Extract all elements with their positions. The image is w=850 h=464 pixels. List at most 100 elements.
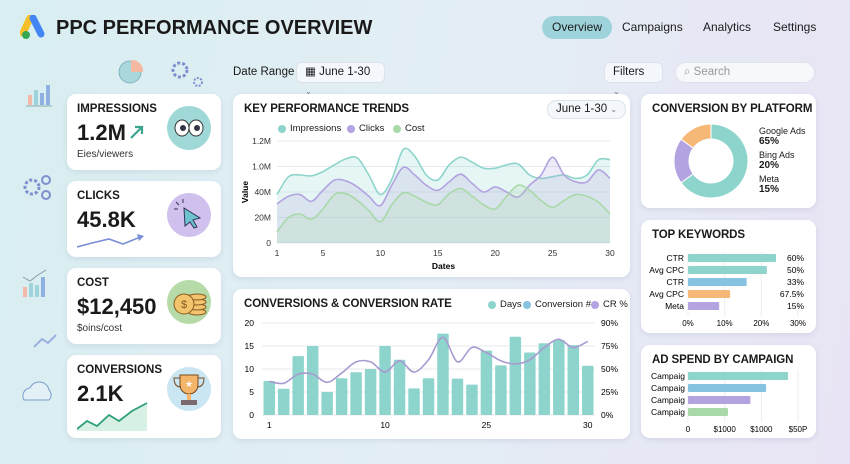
legend-conversion-count: Conversion # <box>523 299 591 310</box>
slice-value: 15% <box>759 183 780 195</box>
bar <box>335 378 348 415</box>
y-tick-label: 20M <box>254 213 271 223</box>
tab-analytics[interactable]: Analytics <box>703 20 752 34</box>
x-tick-label: 0 <box>686 425 691 434</box>
y-tick-label: 20 <box>245 318 255 328</box>
eyes-icon <box>167 106 211 150</box>
bar-value: 33% <box>787 277 804 287</box>
x-tick-label: 10% <box>717 319 733 328</box>
bar-label: Campaig <box>651 407 685 417</box>
y-tick-label: 0 <box>249 410 254 420</box>
x-tick-label: 20% <box>753 319 769 328</box>
bar <box>495 365 507 415</box>
coins-icon: $ <box>167 280 211 324</box>
bar <box>567 345 580 415</box>
x-axis-label: Dates <box>432 261 455 271</box>
x-tick-label: $1000 <box>750 425 773 434</box>
bar-label: Campaig <box>651 371 685 381</box>
kpi-value: 2.1K <box>77 381 124 406</box>
svg-text:★: ★ <box>185 379 193 389</box>
bar-label: Avg CPC <box>649 265 684 275</box>
y2-tick-label: 25% <box>601 387 618 397</box>
ad-spend-chart: 0 $1000 $1000 $50P Campaig Campaig Campaig Camp… <box>651 370 808 434</box>
bar <box>688 302 720 310</box>
bar-label: Campaig <box>651 395 685 405</box>
legend-swatch <box>347 124 355 133</box>
search-icon: ⌕ <box>684 66 691 78</box>
chart-title: AD SPEND BY CAMPAIGN <box>652 354 794 366</box>
legend-cost: Cost <box>393 123 425 134</box>
slice-value: 20% <box>759 159 780 171</box>
bar <box>408 388 420 415</box>
x-tick-label: 1 <box>275 248 280 258</box>
legend-label: CR % <box>603 299 628 310</box>
bar <box>524 352 536 415</box>
legend-label: Days <box>500 299 522 310</box>
bar <box>509 336 522 415</box>
y-tick-label: 15 <box>245 341 255 351</box>
trends-date-dropdown[interactable]: June 1-30 ⌄ <box>547 100 627 119</box>
chart-title: KEY PERFORMANCE TRENDS <box>244 103 409 115</box>
y-tick-label: 1.0M <box>252 162 271 172</box>
tab-settings[interactable]: Settings <box>773 20 817 34</box>
bar <box>688 254 776 262</box>
bar <box>688 384 767 392</box>
bar <box>688 408 728 416</box>
date-range-label: Date Range <box>233 66 295 78</box>
svg-text:$: $ <box>181 299 187 311</box>
bar-label: CTR <box>667 277 684 287</box>
legend-cr: CR % <box>591 299 628 310</box>
search-input[interactable]: ⌕ Search <box>675 62 815 83</box>
legend-label: Impressions <box>290 123 342 134</box>
line-impressions <box>276 147 611 196</box>
y-axis-label: Value <box>240 181 250 203</box>
bar <box>277 388 290 415</box>
search-placeholder: Search <box>693 66 731 78</box>
legend-label: Conversion # <box>535 299 591 310</box>
bar <box>688 290 731 298</box>
tab-campaigns[interactable]: Campaigns <box>622 20 683 34</box>
slice-label: Meta <box>759 174 780 184</box>
bar <box>437 333 449 415</box>
top-keywords-card: TOP KEYWORDS 0% 10% 20% 30% CTR 60% Avg CPC 50%… <box>641 220 816 333</box>
legend-swatch <box>488 300 496 309</box>
kpi-label: CONVERSIONS <box>77 364 162 376</box>
decorative-icons <box>22 59 203 401</box>
y2-tick-label: 0% <box>601 410 614 420</box>
sparkline <box>77 402 148 431</box>
calendar-icon: ▦ <box>305 66 316 78</box>
sparkline <box>77 234 144 248</box>
slice-google-ads <box>680 123 749 199</box>
cursor-click-icon <box>167 193 211 237</box>
bar-chart-icon <box>26 85 52 107</box>
date-range-dropdown[interactable]: ▦ June 1-30 ⌄ <box>296 62 385 96</box>
x-tick-label: $50P <box>789 425 808 434</box>
bar <box>321 392 333 415</box>
conversion-by-platform-card: CONVERSION BY PLATFORM Google Ads 65% Bin… <box>641 94 816 208</box>
area-cost <box>277 185 610 243</box>
kpi-value: 45.8K <box>77 207 136 232</box>
kpi-label: COST <box>77 277 109 289</box>
slice-value: 65% <box>759 135 780 147</box>
x-tick-label: 25 <box>548 248 558 258</box>
legend-swatch <box>393 124 401 133</box>
tab-overview[interactable]: Overview <box>542 16 613 39</box>
kpi-label: IMPRESSIONS <box>77 103 157 115</box>
bar-label: Avg CPC <box>649 289 684 299</box>
legend-clicks: Clicks <box>347 123 384 134</box>
filters-button[interactable]: Filters ⌄ <box>604 62 663 96</box>
bar <box>688 396 751 404</box>
y-tick-label: 1.2M <box>252 136 271 146</box>
kpi-card-clicks: CLICKS 45.8K <box>67 181 221 257</box>
line-clicks <box>276 156 611 207</box>
line-cost <box>276 184 611 233</box>
y-tick-label: 5 <box>249 387 254 397</box>
legend-swatch <box>523 300 531 309</box>
bar <box>553 340 565 415</box>
kpi-value: 1.2M <box>77 120 126 145</box>
x-tick-label: 30% <box>790 319 806 328</box>
key-performance-trends-card: KEY PERFORMANCE TRENDS June 1-30 ⌄ Impre… <box>233 94 630 277</box>
bar <box>688 372 789 380</box>
filters-label: Filters <box>613 66 645 78</box>
bar-label: Campaig <box>651 383 685 393</box>
